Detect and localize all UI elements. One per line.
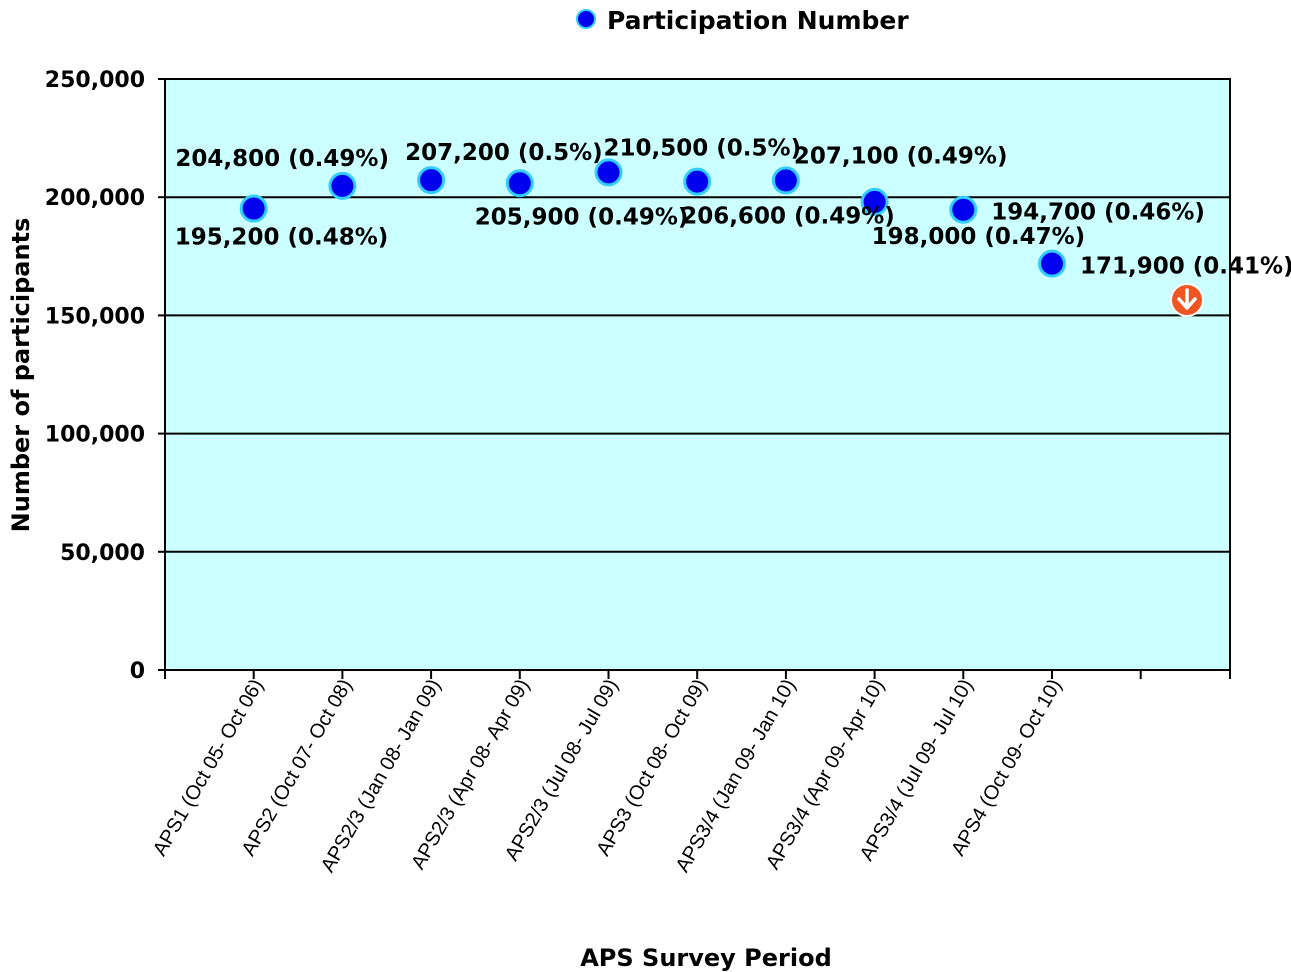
data-label: 198,000 (0.47%) xyxy=(872,224,1086,250)
y-tick-label: 250,000 xyxy=(45,68,145,93)
data-label: 195,200 (0.48%) xyxy=(175,225,389,251)
data-point xyxy=(1038,249,1066,278)
data-label: 194,700 (0.46%) xyxy=(991,200,1205,226)
y-axis-ticks: 0 50,000 100,000 150,000 200,000 250,000 xyxy=(45,68,165,684)
data-point xyxy=(949,195,978,224)
down-arrow-glyph xyxy=(1177,288,1197,310)
data-point xyxy=(594,158,623,187)
data-label: 207,200 (0.5%) xyxy=(405,140,603,166)
data-label: 205,900 (0.49%) xyxy=(475,204,689,230)
y-tick-label: 0 xyxy=(130,659,145,684)
data-labels: 195,200 (0.48%) 204,800 (0.49%) 207,200 (0… xyxy=(175,135,1291,279)
y-axis-title: Number of participants xyxy=(7,218,35,533)
annotation xyxy=(1170,283,1204,317)
legend-marker xyxy=(576,9,596,29)
data-point xyxy=(417,166,446,195)
data-label: 210,500 (0.5%) xyxy=(604,135,802,161)
legend-label: Participation Number xyxy=(607,6,909,35)
data-point xyxy=(505,169,534,198)
x-axis-title: APS Survey Period xyxy=(580,944,832,972)
data-label: 171,900 (0.41%) xyxy=(1080,254,1291,280)
y-tick-label: 50,000 xyxy=(60,541,145,566)
data-point xyxy=(239,194,268,223)
data-point xyxy=(771,166,800,195)
x-axis-ticks: APS1 (Oct 05- Oct 06)APS2 (Oct 07- Oct 0… xyxy=(149,670,1231,876)
data-points xyxy=(239,158,1066,278)
y-tick-label: 100,000 xyxy=(45,423,145,448)
data-point xyxy=(860,187,889,216)
data-point xyxy=(683,167,712,196)
y-tick-label: 200,000 xyxy=(45,186,145,211)
data-point xyxy=(328,171,357,200)
data-label: 206,600 (0.49%) xyxy=(681,204,895,230)
data-label: 204,800 (0.49%) xyxy=(175,146,389,172)
y-tick-label: 150,000 xyxy=(45,304,145,329)
legend: Participation Number xyxy=(576,6,909,35)
data-label: 207,100 (0.49%) xyxy=(794,143,1008,169)
